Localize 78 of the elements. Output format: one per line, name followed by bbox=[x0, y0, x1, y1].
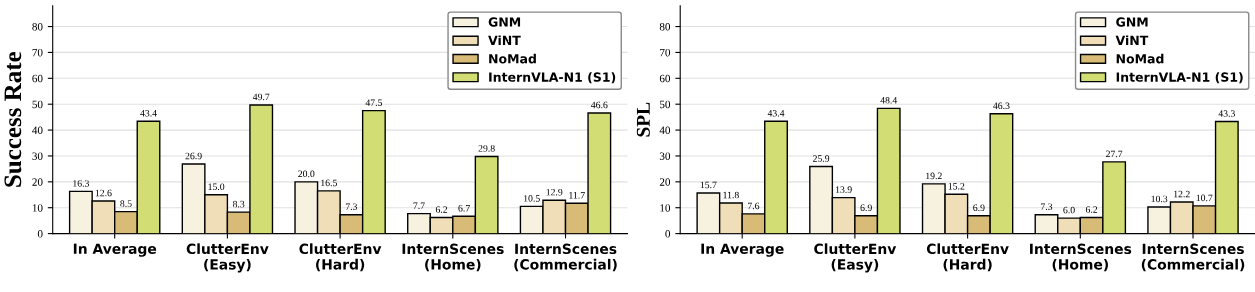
y-tick-label: 20 bbox=[32, 178, 43, 186]
data-label: 6.2 bbox=[1085, 206, 1098, 213]
data-label: 46.6 bbox=[591, 101, 608, 109]
y-tick-label: 40 bbox=[32, 126, 43, 135]
data-label: 6.9 bbox=[973, 204, 985, 212]
data-label: 43.4 bbox=[140, 109, 157, 117]
data-label: 29.8 bbox=[478, 145, 495, 152]
legend-label: InternVLA-N1 (S1) bbox=[489, 72, 616, 84]
data-label: 7.3 bbox=[345, 203, 358, 210]
data-label: 6.2 bbox=[435, 206, 448, 213]
data-label: 8.3 bbox=[232, 200, 245, 208]
x-tick-label: InternScenes (Home) bbox=[402, 243, 504, 272]
data-label: 16.5 bbox=[321, 179, 337, 187]
data-label: 12.6 bbox=[95, 189, 112, 197]
data-label: 7.3 bbox=[1041, 203, 1053, 210]
x-tick-label: ClutterEnv (Easy) bbox=[186, 243, 269, 273]
x-tick-label: InternScenes (Commercial) bbox=[1141, 243, 1245, 272]
y-tick-label: 0 bbox=[665, 230, 671, 238]
data-label: 15.2 bbox=[948, 182, 965, 190]
y-axis-title: SPL bbox=[636, 102, 650, 137]
data-label: 6.7 bbox=[458, 204, 470, 212]
y-tick-label: 50 bbox=[660, 100, 671, 109]
data-label: 19.2 bbox=[926, 172, 942, 180]
data-label: 13.9 bbox=[835, 186, 852, 193]
data-label: 48.4 bbox=[880, 97, 898, 104]
data-label: 47.5 bbox=[365, 99, 383, 106]
y-tick-label: 40 bbox=[659, 126, 671, 135]
data-label: 10.3 bbox=[1151, 195, 1168, 203]
x-tick-label: ClutterEnv (Hard) bbox=[926, 243, 1009, 272]
data-label: 25.9 bbox=[813, 155, 830, 162]
y-tick-label: 80 bbox=[659, 23, 671, 31]
x-tick-label: In Average bbox=[701, 243, 784, 257]
data-label: 15.0 bbox=[208, 183, 225, 191]
legend-label: InternVLA-N1 (S1) bbox=[1116, 72, 1243, 84]
y-tick-label: 30 bbox=[32, 152, 43, 160]
data-label: 49.7 bbox=[252, 93, 270, 101]
data-label: 20.0 bbox=[298, 170, 315, 178]
data-label: 43.4 bbox=[767, 109, 785, 117]
y-tick-label: 10 bbox=[660, 204, 671, 212]
data-label: 8.5 bbox=[120, 200, 132, 207]
data-label: 10.7 bbox=[1196, 194, 1213, 202]
data-label: 27.7 bbox=[1106, 150, 1123, 158]
x-tick-label: ClutterEnv (Hard) bbox=[299, 243, 382, 272]
data-label: 6.9 bbox=[860, 204, 872, 212]
y-tick-label: 60 bbox=[659, 74, 671, 83]
y-axis-title: Success Rate bbox=[4, 51, 22, 187]
y-tick-label: 70 bbox=[660, 48, 671, 57]
data-label: 11.8 bbox=[723, 191, 739, 199]
x-tick-label: InternScenes (Home) bbox=[1030, 243, 1132, 272]
legend-label: NoMad bbox=[1116, 53, 1164, 64]
x-tick-label: InternScenes (Commercial) bbox=[514, 243, 617, 272]
y-tick-label: 20 bbox=[659, 178, 671, 186]
data-label: 16.3 bbox=[73, 180, 90, 187]
data-label: 7.7 bbox=[413, 202, 425, 209]
y-tick-label: 10 bbox=[32, 204, 43, 212]
legend-label: ViNT bbox=[488, 35, 521, 45]
legend-label: GNM bbox=[1116, 17, 1148, 27]
data-label: 26.9 bbox=[185, 152, 202, 160]
data-label: 10.5 bbox=[524, 195, 540, 202]
data-label: 15.7 bbox=[700, 181, 717, 189]
legend-label: NoMad bbox=[489, 53, 536, 64]
y-tick-label: 80 bbox=[32, 23, 43, 31]
data-label: 11.7 bbox=[569, 192, 585, 199]
data-label: 43.3 bbox=[1218, 110, 1235, 117]
y-tick-label: 70 bbox=[32, 48, 43, 57]
data-label: 12.9 bbox=[546, 188, 563, 196]
data-label: 6.0 bbox=[1063, 206, 1075, 214]
data-label: 12.2 bbox=[1174, 190, 1190, 198]
y-tick-label: 0 bbox=[37, 230, 43, 238]
legend-label: GNM bbox=[488, 17, 521, 27]
x-tick-label: ClutterEnv (Easy) bbox=[814, 243, 897, 273]
x-tick-label: In Average bbox=[73, 243, 157, 257]
legend-label: ViNT bbox=[1115, 35, 1149, 45]
y-tick-label: 50 bbox=[32, 100, 43, 109]
y-tick-label: 30 bbox=[659, 152, 671, 160]
data-label: 46.3 bbox=[993, 102, 1010, 110]
y-tick-label: 60 bbox=[32, 74, 43, 83]
data-label: 7.6 bbox=[748, 202, 760, 210]
